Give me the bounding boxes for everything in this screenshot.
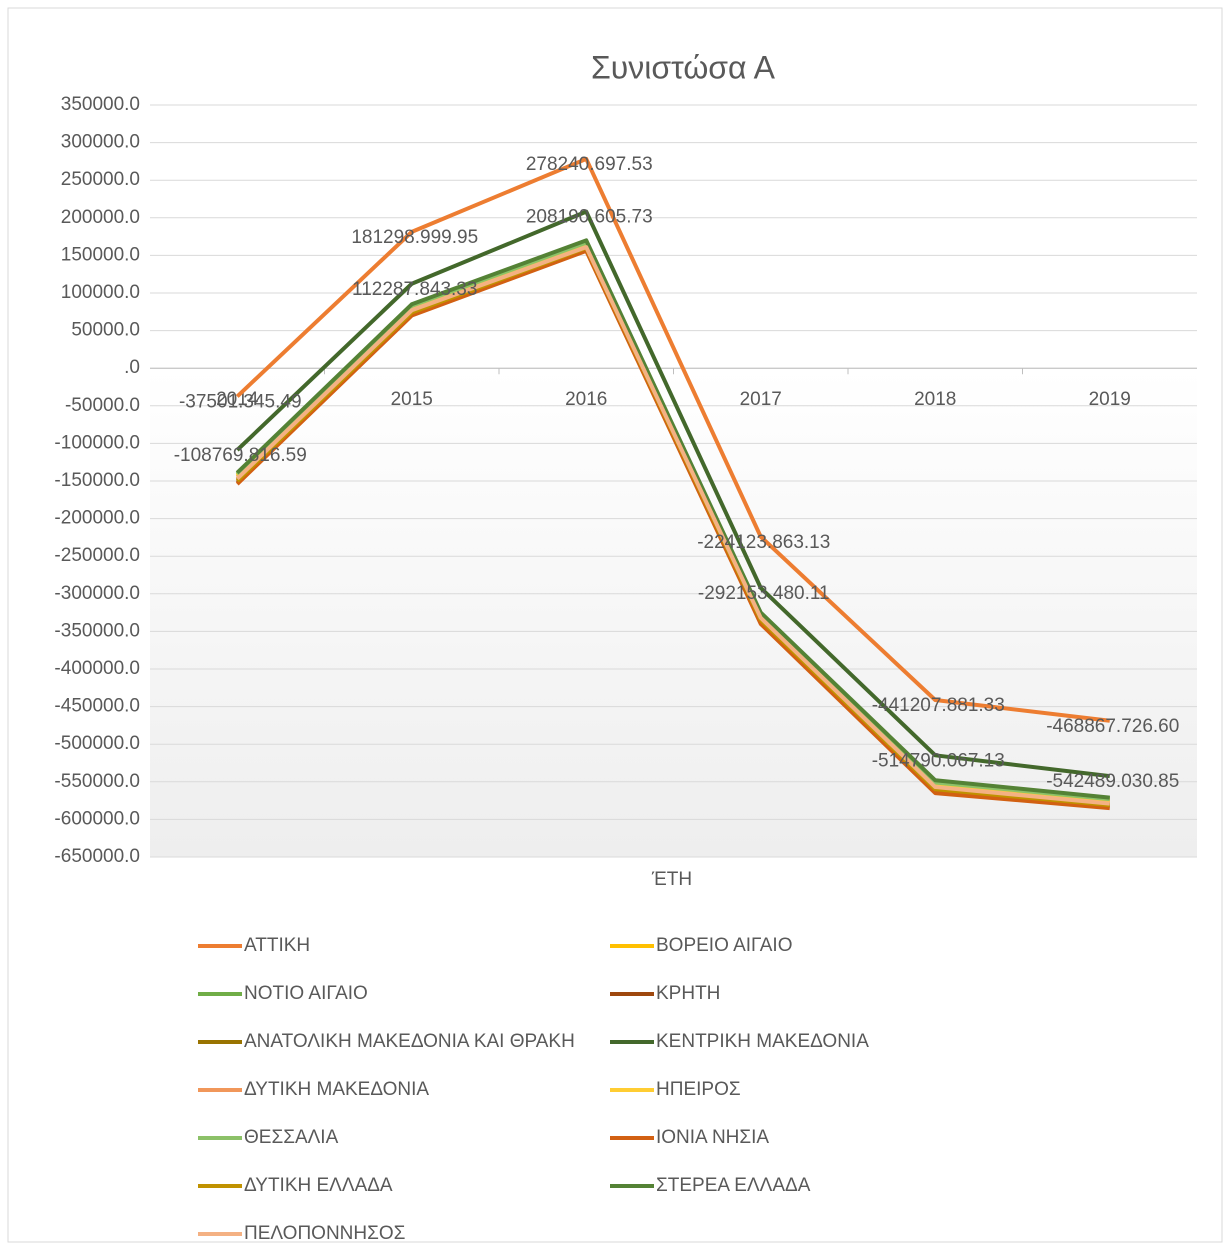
y-tick-label: 350000.0	[61, 94, 140, 115]
x-tick-label: 2017	[740, 389, 782, 410]
legend-label: ΝΟΤΙΟ ΑΙΓΑΙΟ	[244, 983, 368, 1004]
legend-label: ΙΟΝΙΑ ΝΗΣΙΑ	[656, 1127, 769, 1148]
x-axis-title: ΈΤΗ	[651, 869, 692, 890]
data-label: -514790.067.13	[872, 750, 1005, 771]
y-tick-label: 300000.0	[61, 132, 140, 153]
series-line	[235, 245, 1110, 806]
x-tick-label: 2014	[216, 389, 259, 410]
y-tick-label: -50000.0	[65, 395, 140, 416]
legend-label: ΘΕΣΣΑΛΙΑ	[244, 1127, 339, 1148]
series-line	[235, 209, 1110, 779]
y-tick-label: -250000.0	[54, 545, 140, 566]
y-tick-label: -550000.0	[54, 771, 140, 792]
y-tick-label: -350000.0	[54, 620, 140, 641]
y-tick-label: -600000.0	[54, 808, 140, 829]
legend-label: ΚΕΝΤΡΙΚΗ ΜΑΚΕΔΟΝΙΑ	[656, 1031, 869, 1052]
legend-label: ΚΡΗΤΗ	[656, 983, 720, 1004]
y-tick-label: -650000.0	[54, 846, 140, 867]
y-tick-label: -450000.0	[54, 696, 140, 717]
data-label: 208190.605.73	[526, 207, 653, 228]
data-label: -441207.881.33	[872, 695, 1005, 716]
x-tick-label: 2016	[565, 389, 607, 410]
y-tick-label: 100000.0	[61, 282, 140, 303]
data-label: 112287.843.33	[352, 279, 477, 300]
data-label: -108769.816.59	[174, 445, 307, 466]
data-label: 278240.697.53	[526, 154, 653, 175]
data-label: -542489.030.85	[1046, 771, 1179, 792]
data-label: -224123.863.13	[697, 532, 830, 553]
x-tick-label: 2019	[1089, 389, 1131, 410]
legend-label: ΑΝΑΤΟΛΙΚΗ ΜΑΚΕΔΟΝΙΑ ΚΑΙ ΘΡΑΚΗ	[244, 1031, 575, 1052]
chart-title: Συνιστώσα Α	[591, 49, 776, 85]
series-line	[235, 156, 1110, 723]
y-tick-label: -150000.0	[54, 470, 140, 491]
data-label: -292153.480.11	[698, 583, 830, 604]
legend-label: ΒΟΡΕΙΟ ΑΙΓΑΙΟ	[656, 935, 793, 956]
legend-label: ΣΤΕΡΕΑ ΕΛΛΑΔΑ	[656, 1175, 811, 1196]
y-tick-label: .0	[124, 357, 140, 378]
legend-label: ΗΠΕΙΡΟΣ	[656, 1079, 741, 1100]
y-tick-label: -500000.0	[54, 733, 140, 754]
series-line	[235, 238, 1110, 800]
legend-label: ΑΤΤΙΚΗ	[244, 935, 310, 956]
y-tick-label: -100000.0	[54, 432, 140, 453]
x-tick-label: 2018	[914, 389, 956, 410]
data-label: -37501.345.49	[179, 391, 302, 412]
y-tick-label: 150000.0	[61, 244, 140, 265]
legend-label: ΔΥΤΙΚΗ ΜΑΚΕΔΟΝΙΑ	[244, 1079, 429, 1100]
data-label: -468867.726.60	[1046, 716, 1179, 737]
y-tick-label: 50000.0	[71, 320, 140, 341]
y-tick-label: -200000.0	[54, 508, 140, 529]
y-tick-label: -400000.0	[54, 658, 140, 679]
legend-label: ΔΥΤΙΚΗ ΕΛΛΑΔΑ	[244, 1175, 393, 1196]
data-label: 181298.999.95	[351, 227, 478, 248]
legend-label: ΠΕΛΟΠΟΝΝΗΣΟΣ	[244, 1223, 405, 1244]
y-tick-label: 250000.0	[61, 169, 140, 190]
y-tick-label: -300000.0	[54, 583, 140, 604]
y-tick-label: 200000.0	[61, 207, 140, 228]
x-tick-label: 2015	[391, 389, 433, 410]
